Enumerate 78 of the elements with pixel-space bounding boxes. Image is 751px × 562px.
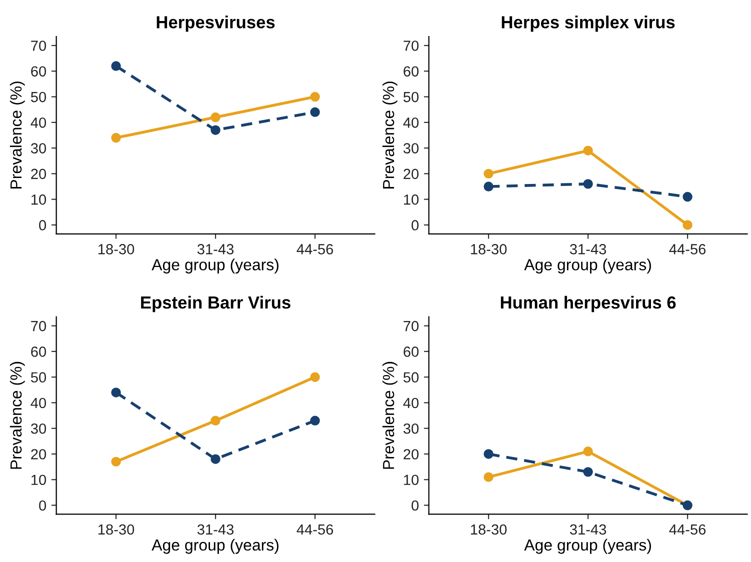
y-tick-label: 20: [31, 168, 46, 180]
x-tick-label: 31-43: [197, 244, 234, 254]
point: [583, 467, 593, 477]
point: [310, 416, 320, 426]
y-axis-title: Prevalence (%): [10, 362, 25, 469]
x-tick-label: 31-43: [197, 524, 234, 535]
point: [310, 372, 320, 382]
point: [682, 220, 692, 230]
x-tick-label: 44-56: [296, 244, 334, 254]
x-axis-title: Age group (years): [524, 538, 651, 554]
y-tick-label: 30: [30, 143, 46, 154]
y-tick-label: 10: [404, 474, 419, 486]
y-tick-label: 70: [404, 40, 419, 51]
y-tick-label: 70: [404, 320, 419, 332]
point: [210, 454, 220, 464]
point: [210, 125, 220, 135]
y-axis-title: Prevalence (%): [382, 82, 398, 189]
y-axis-title: Prevalence (%): [382, 362, 398, 469]
point: [682, 192, 692, 202]
x-tick-label: 31-43: [570, 244, 606, 254]
y-tick-label: 10: [31, 194, 46, 205]
point: [310, 107, 320, 118]
chart-title: Human herpesvirus 6: [500, 296, 676, 312]
y-tick-label: 20: [31, 449, 46, 460]
y-tick-label: 30: [403, 423, 419, 434]
point: [484, 168, 494, 179]
point: [484, 449, 494, 459]
x-tick-label: 18-30: [98, 244, 134, 254]
y-tick-label: 20: [404, 168, 419, 180]
point: [210, 416, 220, 426]
x-axis-title: Age group (years): [152, 258, 278, 274]
x-axis-title: Age group (years): [524, 258, 651, 274]
chart-title: Herpes simplex virus: [502, 16, 675, 32]
y-tick-label: 50: [30, 372, 46, 383]
x-tick-label: 44-56: [669, 524, 706, 535]
y-tick-label: 70: [31, 40, 46, 51]
y-tick-label: 30: [403, 143, 419, 154]
chart-title: Epstein Barr Virus: [141, 296, 290, 312]
y-tick-label: 0: [412, 220, 419, 230]
y-tick-label: 20: [404, 449, 419, 460]
point: [583, 179, 593, 189]
point: [111, 456, 121, 467]
x-tick-label: 44-56: [669, 244, 706, 254]
x-axis-title: Age group (years): [152, 538, 278, 554]
chart-title: Herpesviruses: [156, 16, 275, 32]
point: [583, 446, 593, 456]
y-tick-label: 50: [30, 92, 46, 102]
y-tick-label: 10: [404, 194, 419, 205]
point: [111, 132, 121, 143]
point: [111, 388, 121, 398]
y-axis-title: Prevalence (%): [10, 82, 25, 189]
y-tick-label: 40: [403, 398, 419, 408]
point: [210, 112, 220, 122]
y-tick-label: 50: [403, 372, 419, 383]
y-tick-label: 0: [39, 220, 46, 230]
y-tick-label: 60: [404, 66, 419, 77]
y-tick-label: 40: [30, 118, 46, 128]
point: [484, 472, 494, 482]
y-tick-label: 10: [31, 474, 46, 486]
point: [583, 146, 593, 156]
y-tick-label: 70: [31, 320, 46, 332]
y-tick-label: 60: [31, 66, 46, 77]
point: [484, 182, 494, 192]
y-tick-label: 40: [403, 118, 419, 128]
x-tick-label: 18-30: [471, 524, 507, 535]
y-tick-label: 60: [31, 346, 46, 357]
point: [310, 92, 320, 102]
x-tick-label: 44-56: [296, 524, 334, 535]
y-tick-label: 60: [404, 346, 419, 357]
y-tick-label: 40: [30, 398, 46, 408]
y-tick-label: 50: [403, 92, 419, 102]
y-tick-label: 0: [39, 500, 46, 511]
x-tick-label: 31-43: [570, 524, 606, 535]
x-tick-label: 18-30: [471, 244, 507, 254]
x-tick-label: 18-30: [98, 524, 134, 535]
point: [111, 61, 121, 71]
y-tick-label: 30: [30, 423, 46, 434]
y-tick-label: 0: [412, 500, 419, 511]
